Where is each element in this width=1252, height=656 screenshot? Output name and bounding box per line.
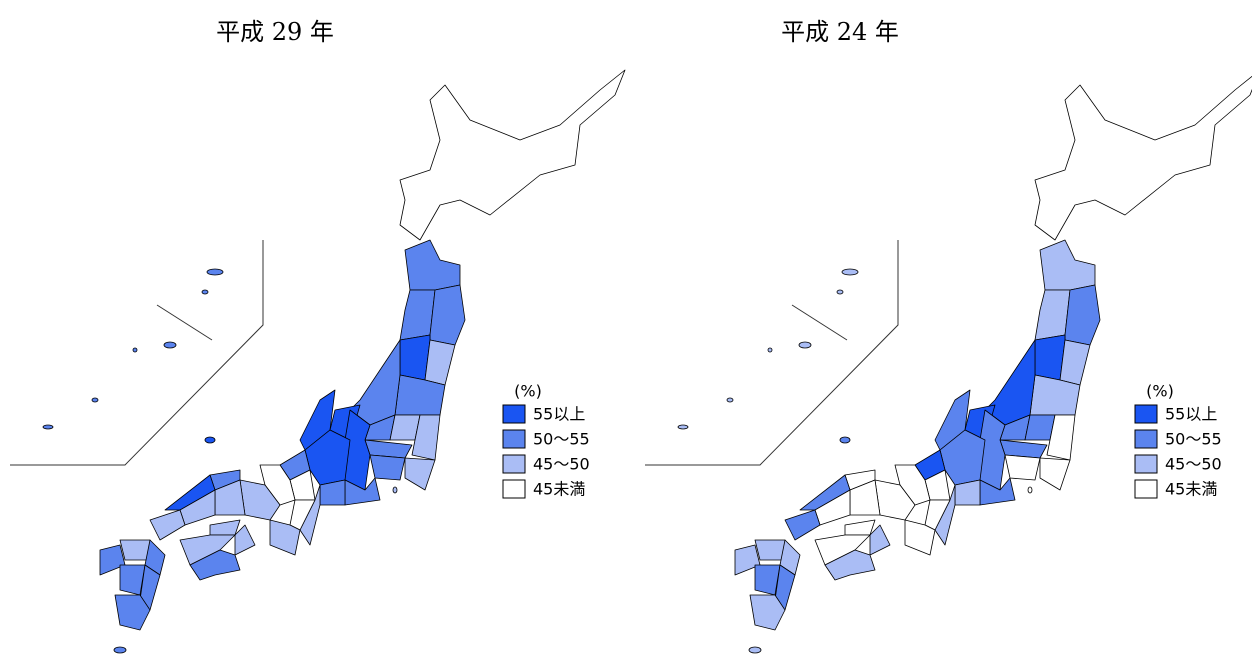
prefecture xyxy=(179,534,236,566)
prefecture xyxy=(209,519,241,536)
legend-unit: (%) xyxy=(514,382,542,401)
prefecture xyxy=(904,519,936,556)
island xyxy=(91,397,99,403)
prefecture xyxy=(1064,284,1101,346)
legend-unit: (%) xyxy=(1146,382,1174,401)
island xyxy=(767,347,773,353)
prefecture xyxy=(869,524,891,556)
legend-swatch xyxy=(1134,454,1158,474)
island xyxy=(677,424,689,430)
island xyxy=(392,486,398,494)
prefecture xyxy=(429,284,466,346)
prefecture xyxy=(269,519,301,556)
legend-swatch xyxy=(502,454,526,474)
island xyxy=(748,646,762,654)
island xyxy=(132,347,138,353)
prefecture xyxy=(411,414,441,461)
map: 平成 29 年 (%) 55以上 50～55 45～50 45未満 xyxy=(10,18,626,654)
prefecture xyxy=(399,69,626,241)
prefecture xyxy=(119,539,151,561)
inset-border xyxy=(156,304,213,341)
map-title: 平成 29 年 xyxy=(216,18,334,46)
island xyxy=(839,436,851,444)
island xyxy=(836,289,844,295)
prefecture xyxy=(1034,75,1252,241)
prefecture xyxy=(844,519,876,536)
inset-border xyxy=(791,304,848,341)
island xyxy=(204,436,216,444)
prefecture xyxy=(114,594,151,631)
island xyxy=(201,289,209,295)
prefecture xyxy=(424,339,456,386)
prefecture xyxy=(1034,289,1071,341)
legend-swatch xyxy=(502,429,526,449)
legend-label: 55以上 xyxy=(1165,405,1217,424)
legend-label: 45未満 xyxy=(533,480,585,499)
prefecture xyxy=(1039,239,1096,291)
prefecture xyxy=(824,549,876,581)
legend-label: 55以上 xyxy=(533,405,585,424)
legend-swatch xyxy=(1134,479,1158,499)
prefecture xyxy=(149,509,186,541)
prefecture xyxy=(1059,339,1091,386)
prefecture xyxy=(399,289,436,341)
prefecture xyxy=(234,524,256,556)
legend-label: 50～55 xyxy=(1165,430,1222,449)
prefecture xyxy=(754,539,786,561)
island xyxy=(206,268,224,276)
prefecture xyxy=(784,509,821,541)
legend-label: 50～55 xyxy=(533,430,590,449)
prefecture xyxy=(404,239,461,291)
prefecture xyxy=(404,457,436,491)
map-title: 平成 24 年 xyxy=(781,18,899,46)
prefecture xyxy=(189,549,241,581)
legend-label: 45～50 xyxy=(1165,455,1222,474)
island xyxy=(163,341,177,349)
legend-swatch xyxy=(1134,429,1158,449)
inset-border xyxy=(645,240,899,466)
island xyxy=(42,424,54,430)
legend-swatch xyxy=(502,479,526,499)
prefecture xyxy=(1046,414,1076,461)
legend-swatch xyxy=(502,404,526,424)
island xyxy=(1027,486,1033,494)
map: 平成 24 年 (%) 55以上 50～55 45～50 45未満 xyxy=(645,18,1252,654)
prefecture xyxy=(369,454,406,481)
inset-border xyxy=(10,240,264,466)
prefecture xyxy=(1039,457,1071,491)
prefecture xyxy=(814,534,871,566)
legend-swatch xyxy=(1134,404,1158,424)
prefecture xyxy=(749,594,786,631)
island xyxy=(798,341,812,349)
legend-label: 45未満 xyxy=(1165,480,1217,499)
legend-label: 45～50 xyxy=(533,455,590,474)
island xyxy=(113,646,127,654)
island xyxy=(726,397,734,403)
island xyxy=(841,268,859,276)
prefecture xyxy=(1004,454,1041,481)
